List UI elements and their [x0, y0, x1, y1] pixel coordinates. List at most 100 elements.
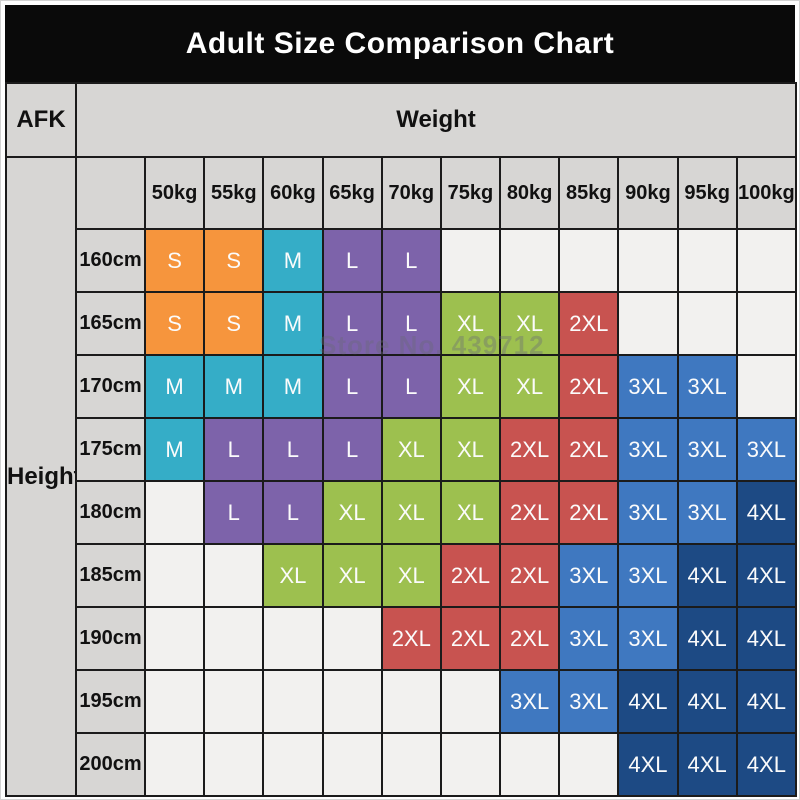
- size-cell-185cm-80kg-2XL: 2XL: [499, 543, 561, 608]
- size-cell-175cm-85kg-2XL: 2XL: [558, 417, 620, 482]
- empty-corner-cell: [75, 156, 146, 230]
- size-cell-170cm-60kg-M: M: [262, 354, 324, 419]
- height-label-185cm: 185cm: [75, 543, 146, 608]
- size-comparison-table: AFK Weight Height 50kg 55kg 60kg 65kg 70kg 75…: [5, 82, 798, 797]
- weight-label-60kg: 60kg: [262, 156, 324, 230]
- size-cell-185cm-65kg-XL: XL: [321, 543, 383, 608]
- empty-cell-200cm-75kg: [439, 732, 502, 797]
- size-cell-190cm-90kg-3XL: 3XL: [617, 606, 679, 671]
- empty-cell-200cm-70kg: [380, 732, 442, 797]
- size-cell-170cm-65kg-L: L: [321, 354, 383, 419]
- size-cell-160cm-65kg-L: L: [321, 228, 383, 293]
- size-cell-190cm-70kg-2XL: 2XL: [380, 606, 442, 671]
- size-cell-180cm-95kg-3XL: 3XL: [676, 480, 738, 545]
- empty-cell-200cm-65kg: [321, 732, 383, 797]
- size-cell-195cm-85kg-3XL: 3XL: [558, 669, 620, 734]
- empty-cell-190cm-65kg: [321, 606, 383, 671]
- height-label-160cm: 160cm: [75, 228, 146, 293]
- height-row-200cm: 200cm 4XL 4XL 4XL: [6, 732, 798, 797]
- size-cell-180cm-85kg-2XL: 2XL: [558, 480, 620, 545]
- empty-cell-200cm-80kg: [499, 732, 561, 797]
- size-cell-165cm-75kg-XL: XL: [439, 291, 502, 356]
- size-cell-195cm-95kg-4XL: 4XL: [676, 669, 738, 734]
- weight-label-55kg: 55kg: [203, 156, 265, 230]
- weight-label-95kg: 95kg: [676, 156, 738, 230]
- height-row-165cm: 165cm S S M L L XL XL 2XL: [6, 291, 798, 356]
- size-cell-165cm-50kg-S: S: [143, 291, 206, 356]
- size-cell-170cm-90kg-3XL: 3XL: [617, 354, 679, 419]
- group-header-row: AFK Weight: [5, 82, 797, 158]
- weight-label-75kg: 75kg: [439, 156, 502, 230]
- size-cell-185cm-70kg-XL: XL: [380, 543, 442, 608]
- height-label-195cm: 195cm: [75, 669, 146, 734]
- empty-cell-165cm-90kg: [617, 291, 679, 356]
- empty-cell-190cm-60kg: [262, 606, 324, 671]
- size-cell-195cm-80kg-3XL: 3XL: [499, 669, 561, 734]
- height-label-170cm: 170cm: [75, 354, 146, 419]
- height-label-200cm: 200cm: [75, 732, 146, 797]
- size-cell-160cm-55kg-S: S: [203, 228, 265, 293]
- size-cell-180cm-65kg-XL: XL: [321, 480, 383, 545]
- size-cell-170cm-80kg-XL: XL: [499, 354, 561, 419]
- empty-cell-200cm-60kg: [262, 732, 324, 797]
- empty-cell-195cm-60kg: [262, 669, 324, 734]
- size-cell-175cm-50kg-M: M: [143, 417, 206, 482]
- size-cell-185cm-95kg-4XL: 4XL: [676, 543, 738, 608]
- size-cell-170cm-75kg-XL: XL: [439, 354, 502, 419]
- size-cell-190cm-95kg-4XL: 4XL: [676, 606, 738, 671]
- height-row-175cm: 175cm M L L L XL XL 2XL 2XL 3XL 3XL 3XL: [6, 417, 798, 482]
- empty-cell-160cm-90kg: [617, 228, 679, 293]
- size-cell-160cm-70kg-L: L: [380, 228, 442, 293]
- weight-group-header: Weight: [75, 82, 797, 158]
- corner-cell-afk: AFK: [5, 82, 77, 158]
- height-group-header: Height: [5, 156, 77, 797]
- empty-cell-195cm-65kg: [321, 669, 383, 734]
- height-label-165cm: 165cm: [75, 291, 146, 356]
- empty-cell-195cm-70kg: [380, 669, 442, 734]
- size-cell-175cm-55kg-L: L: [203, 417, 265, 482]
- weight-label-85kg: 85kg: [558, 156, 620, 230]
- weight-label-50kg: 50kg: [143, 156, 206, 230]
- weight-labels-row: Height 50kg 55kg 60kg 65kg 70kg 75kg 80kg 85kg 9…: [5, 156, 798, 797]
- height-row-185cm: 185cm XL XL XL 2XL 2XL 3XL 3XL 4XL 4XL: [6, 543, 798, 608]
- size-cell-190cm-85kg-3XL: 3XL: [558, 606, 620, 671]
- size-cell-165cm-60kg-M: M: [262, 291, 324, 356]
- size-cell-160cm-50kg-S: S: [143, 228, 206, 293]
- empty-cell-160cm-100kg: [735, 228, 798, 293]
- empty-cell-200cm-85kg: [558, 732, 620, 797]
- empty-cell-190cm-55kg: [203, 606, 265, 671]
- empty-cell-195cm-50kg: [143, 669, 206, 734]
- size-cell-175cm-75kg-XL: XL: [439, 417, 502, 482]
- size-cell-175cm-80kg-2XL: 2XL: [499, 417, 561, 482]
- size-cell-175cm-65kg-L: L: [321, 417, 383, 482]
- size-cell-185cm-85kg-3XL: 3XL: [558, 543, 620, 608]
- empty-cell-165cm-95kg: [676, 291, 738, 356]
- size-cell-195cm-100kg-4XL: 4XL: [735, 669, 798, 734]
- size-cell-170cm-50kg-M: M: [143, 354, 206, 419]
- empty-cell-160cm-95kg: [676, 228, 738, 293]
- empty-cell-200cm-55kg: [203, 732, 265, 797]
- size-cell-165cm-70kg-L: L: [380, 291, 442, 356]
- size-cell-190cm-100kg-4XL: 4XL: [735, 606, 798, 671]
- size-cell-170cm-95kg-3XL: 3XL: [676, 354, 738, 419]
- height-row-160cm: 160cm S S M L L: [6, 228, 798, 293]
- height-label-175cm: 175cm: [75, 417, 146, 482]
- empty-cell-160cm-85kg: [558, 228, 620, 293]
- height-row-190cm: 190cm 2XL 2XL 2XL 3XL 3XL 4XL 4XL: [6, 606, 798, 671]
- empty-cell-185cm-55kg: [203, 543, 265, 608]
- height-row-170cm: 170cm M M M L L XL XL 2XL 3XL 3XL: [6, 354, 798, 419]
- size-cell-165cm-80kg-XL: XL: [499, 291, 561, 356]
- size-cell-200cm-95kg-4XL: 4XL: [676, 732, 738, 797]
- size-cell-165cm-65kg-L: L: [321, 291, 383, 356]
- size-cell-180cm-70kg-XL: XL: [380, 480, 442, 545]
- size-cell-180cm-55kg-L: L: [203, 480, 265, 545]
- size-cell-170cm-85kg-2XL: 2XL: [558, 354, 620, 419]
- weight-label-70kg: 70kg: [380, 156, 442, 230]
- size-cell-180cm-75kg-XL: XL: [439, 480, 502, 545]
- height-row-180cm: 180cm L L XL XL XL 2XL 2XL 3XL 3XL 4XL: [6, 480, 798, 545]
- size-cell-180cm-80kg-2XL: 2XL: [499, 480, 561, 545]
- size-cell-165cm-55kg-S: S: [203, 291, 265, 356]
- empty-cell-160cm-75kg: [439, 228, 502, 293]
- size-cell-170cm-55kg-M: M: [203, 354, 265, 419]
